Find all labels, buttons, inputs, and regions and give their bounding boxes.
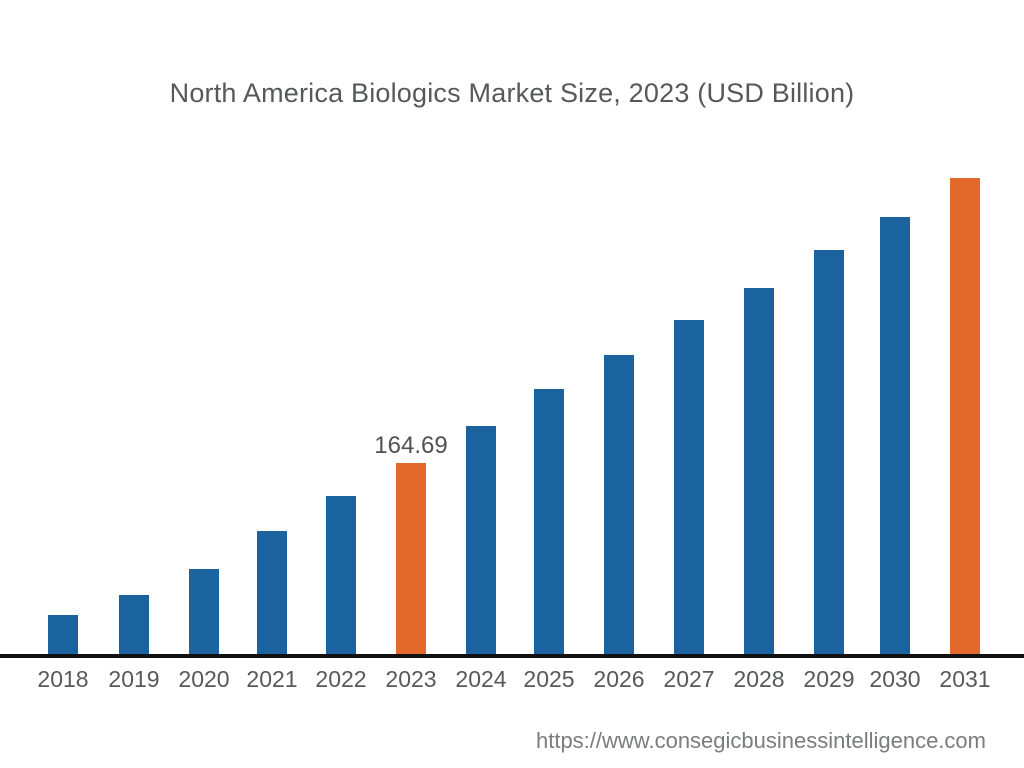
x-tick-label-2023: 2023	[385, 666, 437, 692]
bar-2021	[257, 531, 287, 658]
x-tick-label-2029: 2029	[803, 666, 855, 692]
bar-2031	[950, 178, 980, 658]
x-tick-label-2026: 2026	[593, 666, 645, 692]
x-tick-label-2019: 2019	[108, 666, 160, 692]
bar-2030	[880, 217, 910, 658]
bar-2024	[466, 426, 496, 658]
data-label-2023: 164.69	[374, 432, 448, 459]
x-tick-label-2024: 2024	[455, 666, 507, 692]
bar-2018	[48, 615, 78, 658]
x-tick-label-2030: 2030	[869, 666, 921, 692]
x-tick-label-2020: 2020	[178, 666, 230, 692]
bar-2020	[189, 569, 219, 658]
bar-2023	[396, 463, 426, 658]
bar-2022	[326, 496, 356, 658]
x-tick-label-2027: 2027	[663, 666, 715, 692]
bar-2027	[674, 320, 704, 658]
source-url: https://www.consegicbusinessintelligence…	[535, 728, 986, 753]
bar-2026	[604, 355, 634, 658]
x-tick-label-2025: 2025	[523, 666, 575, 692]
bar-2025	[534, 389, 564, 658]
x-tick-label-2031: 2031	[939, 666, 991, 692]
chart-title: North America Biologics Market Size, 202…	[169, 78, 855, 108]
bar-2029	[814, 250, 844, 658]
x-tick-label-2022: 2022	[315, 666, 367, 692]
bar-2028	[744, 288, 774, 658]
bar-2019	[119, 595, 149, 658]
x-tick-label-2018: 2018	[37, 666, 89, 692]
x-tick-label-2021: 2021	[246, 666, 298, 692]
x-tick-label-2028: 2028	[733, 666, 785, 692]
x-axis-line	[0, 654, 1024, 658]
